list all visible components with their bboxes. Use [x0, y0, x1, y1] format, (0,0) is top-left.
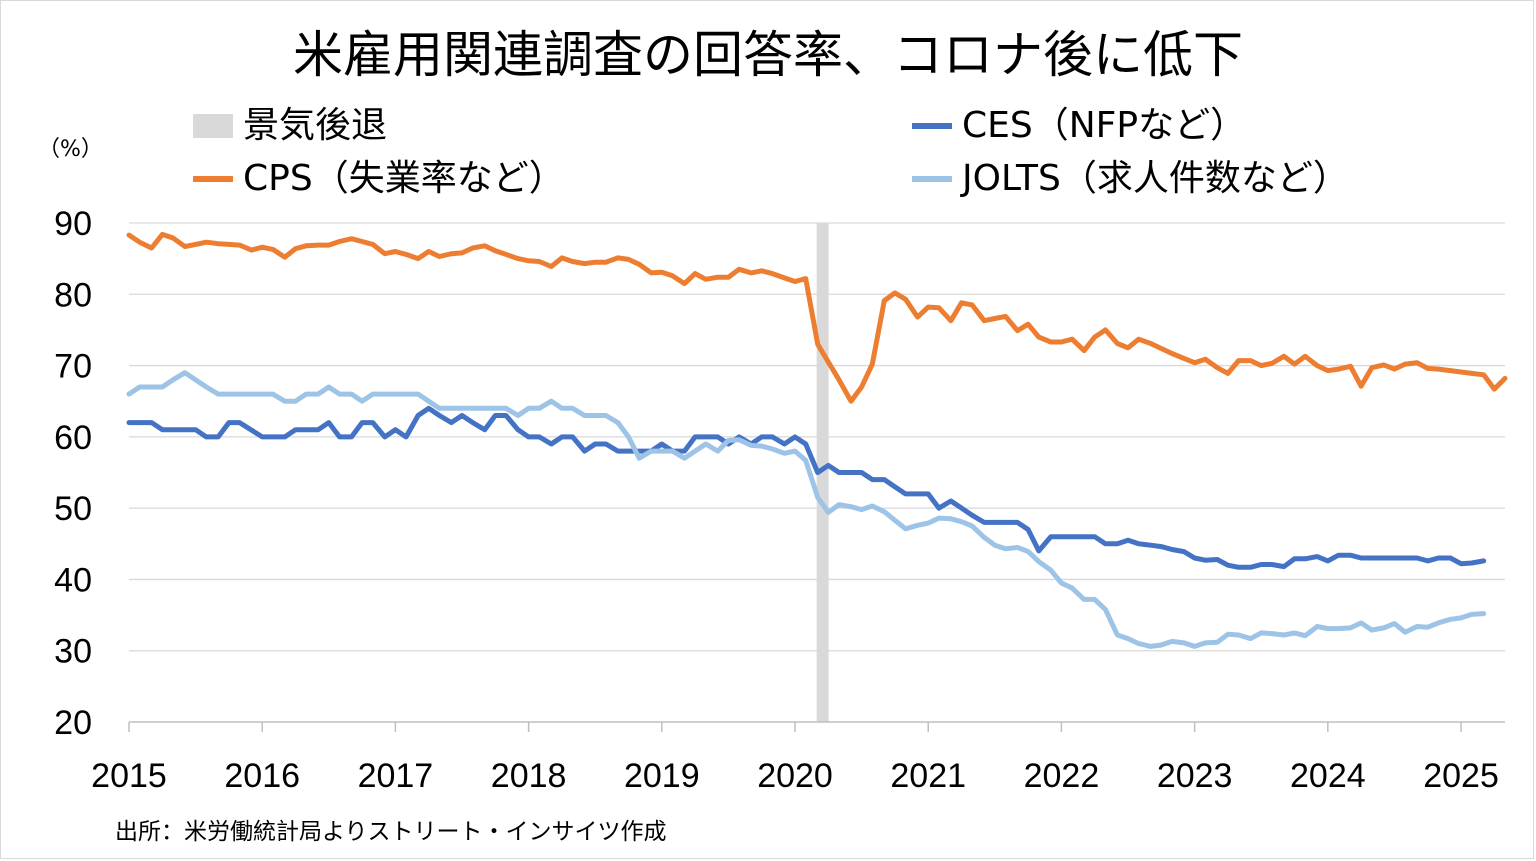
y-tick-label-40: 40 [54, 561, 92, 599]
legend-cps-label: CPS（失業率など） [243, 158, 565, 199]
x-tick-label-2016: 2016 [224, 757, 300, 795]
series-lines [126, 231, 1508, 649]
legend-recession-label: 景気後退 [243, 105, 388, 146]
legend-recession-swatch [193, 114, 233, 138]
y-tick-label-20: 20 [54, 704, 92, 742]
x-tick-label-2015: 2015 [91, 757, 167, 795]
x-tick-label-2024: 2024 [1290, 757, 1366, 795]
y-tick-label-80: 80 [54, 276, 92, 314]
x-tick-label-2021: 2021 [890, 757, 966, 795]
x-tick-labels: 2015 2016 2017 2018 2019 2020 2021 2022 2023 2024… [91, 757, 1499, 795]
legend-ces-swatch [912, 123, 952, 129]
y-tick-label-50: 50 [54, 490, 92, 528]
x-tick-label-2017: 2017 [358, 757, 434, 795]
series-line-jolts [126, 370, 1487, 649]
source-note: 出所：米労働統計局よりストリート・インサイツ作成 [115, 819, 667, 845]
x-tick-label-2023: 2023 [1157, 757, 1233, 795]
legend-cps-swatch [193, 176, 233, 182]
series-line-ces [126, 405, 1487, 570]
legend-ces-label: CES（NFPなど） [962, 105, 1247, 146]
x-tick-label-2025: 2025 [1423, 757, 1499, 795]
axes [128, 721, 1505, 732]
y-tick-labels: 20 30 40 50 60 70 80 90 [54, 205, 92, 742]
x-tick-label-2019: 2019 [624, 757, 700, 795]
series-line-cps [126, 231, 1508, 404]
y-tick-label-90: 90 [54, 205, 92, 243]
legend-jolts-label: JOLTS（求人件数など） [962, 158, 1349, 199]
y-tick-label-70: 70 [54, 348, 92, 386]
x-tick-label-2018: 2018 [491, 757, 567, 795]
legend-jolts-swatch [912, 176, 952, 182]
y-axis-unit-label: （%） [38, 137, 103, 162]
x-tick-label-2022: 2022 [1024, 757, 1100, 795]
y-tick-label-60: 60 [54, 419, 92, 457]
y-tick-label-30: 30 [54, 633, 92, 671]
x-tick-label-2020: 2020 [757, 757, 833, 795]
chart-title: 米雇用関連調査の回答率、コロナ後に低下 [293, 26, 1243, 84]
